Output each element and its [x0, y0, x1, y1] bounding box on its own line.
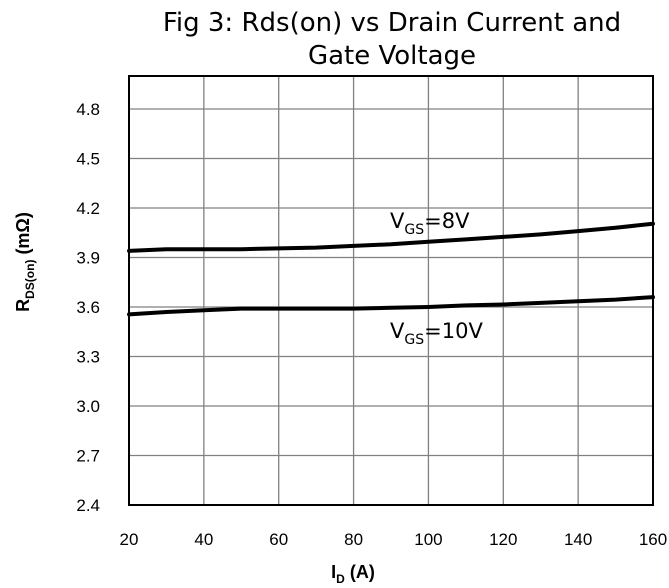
x-tick-label-120: 120	[489, 530, 517, 549]
y-tick-label-4.2: 4.2	[76, 199, 100, 218]
y-tick-label-3.9: 3.9	[76, 249, 100, 268]
y-tick-label-3.6: 3.6	[76, 298, 100, 317]
x-tick-label-100: 100	[414, 530, 442, 549]
y-tick-label-2.4: 2.4	[76, 496, 100, 515]
x-tick-label-20: 20	[120, 530, 139, 549]
chart-title-line-2: Gate Voltage	[308, 41, 476, 71]
grid	[129, 76, 653, 505]
x-axis-title: ID (A)	[331, 562, 375, 586]
y-tick-label-3.3: 3.3	[76, 348, 100, 367]
x-tick-label-160: 160	[639, 530, 667, 549]
tick-labels: 20 40 60 80 100 120 140 160 2.4 2.7 3.0 3.3 3.6 3.9 4.…	[76, 100, 667, 549]
x-tick-label-140: 140	[564, 530, 592, 549]
series-label-10v: VGS=10V	[390, 319, 483, 348]
series-label-8v: VGS=8V	[390, 209, 470, 238]
x-tick-label-40: 40	[194, 530, 213, 549]
plot-area	[128, 75, 654, 506]
x-tick-label-60: 60	[269, 530, 288, 549]
y-tick-label-4.5: 4.5	[76, 150, 100, 169]
chart-title-line-1: Fig 3: Rds(on) vs Drain Current and	[163, 8, 621, 38]
series-line-8v	[127, 221, 655, 253]
series-lines	[127, 221, 655, 317]
y-tick-label-4.8: 4.8	[76, 100, 100, 119]
y-axis-title: RDS(on) (mΩ)	[13, 212, 37, 312]
series-line-10v	[127, 295, 655, 317]
y-tick-label-2.7: 2.7	[76, 447, 100, 466]
y-tick-label-3.0: 3.0	[76, 397, 100, 416]
x-tick-label-80: 80	[344, 530, 363, 549]
